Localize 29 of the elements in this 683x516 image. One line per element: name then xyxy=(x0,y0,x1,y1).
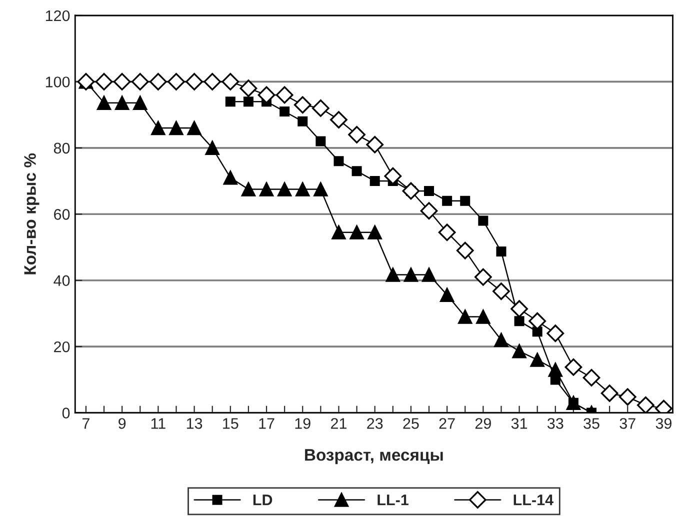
y-axis-title: Кол-во крыс % xyxy=(24,153,40,274)
y-tick-label: 80 xyxy=(54,142,70,154)
x-tick-label: 29 xyxy=(475,418,491,429)
x-tick-label: 13 xyxy=(186,418,202,429)
x-tick-label: 33 xyxy=(547,418,564,429)
x-tick-label: 27 xyxy=(439,418,455,429)
legend-label: LL-14 xyxy=(514,494,554,506)
x-tick-label: 31 xyxy=(511,418,528,429)
x-tick-label: 37 xyxy=(620,418,636,429)
legend-label: LL-1 xyxy=(378,494,408,506)
y-tick-label: 0 xyxy=(62,408,70,418)
x-tick-label: 39 xyxy=(656,418,672,429)
x-tick-label: 23 xyxy=(367,418,383,429)
x-tick-label: 15 xyxy=(223,418,238,429)
x-tick-label: 9 xyxy=(118,418,126,429)
x-tick-label: 7 xyxy=(82,418,90,429)
x-tick-label: 17 xyxy=(259,418,274,429)
y-tick-label: 40 xyxy=(54,275,70,286)
y-tick-label: 20 xyxy=(54,341,70,352)
x-tick-label: 19 xyxy=(295,418,310,429)
x-tick-label: 35 xyxy=(584,418,600,429)
y-tick-label: 100 xyxy=(46,76,70,88)
y-tick-label: 60 xyxy=(54,209,70,220)
legend-label: LD xyxy=(253,494,272,506)
x-tick-label: 21 xyxy=(331,418,346,429)
x-tick-label: 25 xyxy=(403,418,419,429)
x-tick-label: 11 xyxy=(151,418,166,429)
x-axis-title: Возраст, месяцы xyxy=(305,449,443,464)
y-tick-label: 120 xyxy=(46,10,70,22)
